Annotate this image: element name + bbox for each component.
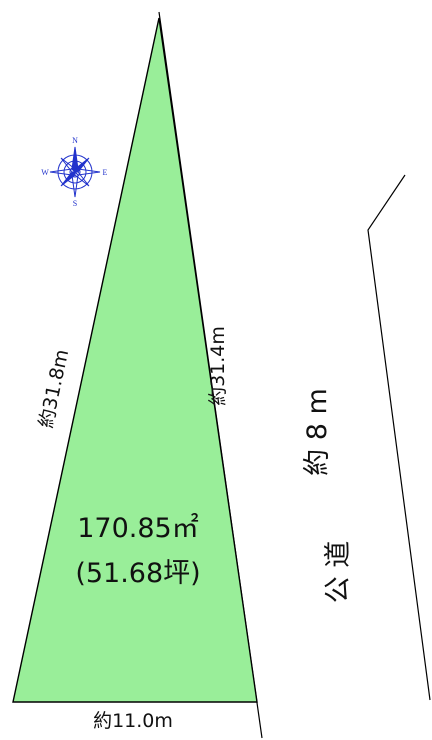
compass-east-label: E bbox=[103, 168, 108, 177]
compass-north-label: N bbox=[72, 136, 78, 145]
bottom-side-dimension: 約11.0m bbox=[93, 710, 173, 732]
area-tsubo-label: (51.68坪) bbox=[75, 558, 200, 589]
plot-shape bbox=[12, 17, 258, 703]
compass-west-label: W bbox=[41, 168, 49, 177]
road-edge-right bbox=[367, 174, 431, 701]
left-side-dimension: 約31.8m bbox=[35, 347, 73, 430]
right-side-dimension: 約31.4m bbox=[207, 326, 229, 406]
road-label: 公 道 bbox=[323, 541, 354, 604]
compass-south-label: S bbox=[73, 199, 77, 208]
road-width-label: 約 8 m bbox=[302, 388, 333, 476]
area-sqm-label: 170.85㎡ bbox=[77, 513, 198, 544]
compass-rose-icon bbox=[49, 146, 101, 198]
